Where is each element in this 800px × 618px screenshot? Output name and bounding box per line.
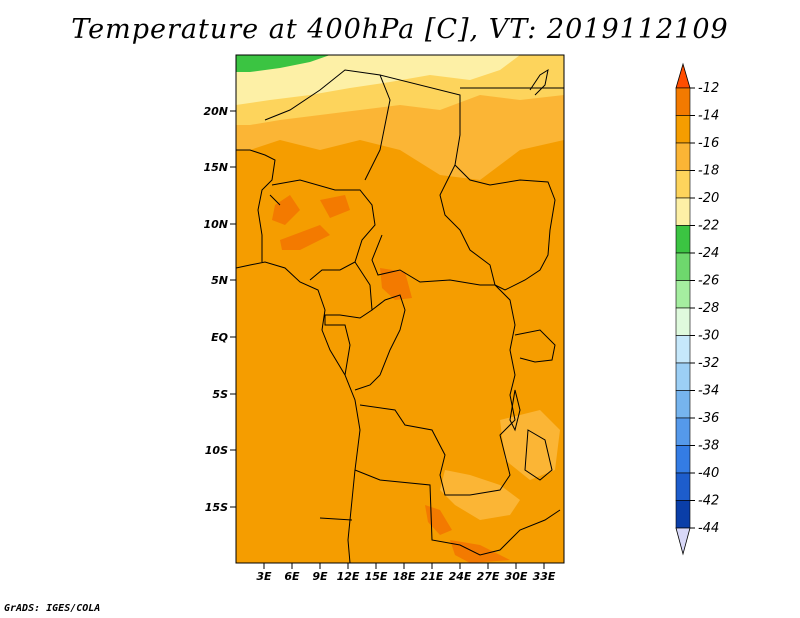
lat-label-5s: 5S bbox=[212, 388, 228, 401]
colorbar-segment bbox=[675, 390, 691, 419]
lake-victoria bbox=[514, 329, 556, 363]
colorbar-segment bbox=[675, 87, 691, 116]
border-south-sudan bbox=[454, 164, 556, 291]
lon-label-30e: 30E bbox=[505, 570, 528, 583]
border-west-africa bbox=[236, 149, 276, 262]
lon-label-18e: 18E bbox=[393, 570, 416, 583]
colorbar-label: -36 bbox=[698, 411, 719, 426]
colorbar-segment bbox=[675, 445, 691, 474]
coastline-west bbox=[236, 261, 361, 563]
lat-label-5n: 5N bbox=[211, 274, 228, 287]
border-chad-car bbox=[371, 74, 496, 286]
colorbar-label: -42 bbox=[698, 494, 719, 509]
lat-label-15s: 15S bbox=[205, 501, 228, 514]
colorbar-label: -40 bbox=[698, 466, 719, 481]
warm-spot-3 bbox=[320, 195, 350, 218]
colorbar-label: -12 bbox=[698, 81, 719, 96]
lon-label-6e: 6E bbox=[284, 570, 300, 583]
lon-label-24e: 24E bbox=[449, 570, 472, 583]
colorbar-segment bbox=[675, 417, 691, 446]
colorbar-label: -24 bbox=[698, 246, 719, 261]
warm-spot-6 bbox=[450, 540, 510, 563]
field-band-24 bbox=[236, 55, 330, 72]
field-band-22 bbox=[236, 55, 520, 105]
colorbar-label: -28 bbox=[698, 301, 719, 316]
colorbar-label: -14 bbox=[698, 109, 719, 124]
field-patch-south bbox=[440, 470, 520, 520]
lon-label-9e: 9E bbox=[312, 570, 328, 583]
border-cameroon-gabon bbox=[324, 261, 373, 376]
colorbar-segment bbox=[675, 280, 691, 309]
red-sea-coast bbox=[529, 68, 549, 96]
lon-label-3e: 3E bbox=[256, 570, 272, 583]
border-drc bbox=[359, 284, 516, 496]
colorbar-label: -44 bbox=[698, 521, 719, 536]
colorbar-top-arrow bbox=[675, 62, 691, 89]
lat-label-20n: 20N bbox=[203, 105, 228, 118]
colorbar-segment bbox=[675, 472, 691, 501]
colorbar-segment bbox=[675, 335, 691, 364]
colorbar-segment bbox=[675, 197, 691, 226]
field-patch-east bbox=[500, 410, 560, 480]
chart-title: Temperature at 400hPa [C], VT: 201911210… bbox=[71, 14, 729, 45]
colorbar-label: -26 bbox=[698, 274, 719, 289]
border-nigeria bbox=[271, 179, 376, 281]
lake-tanganyika bbox=[509, 389, 521, 432]
colorbar-label: -34 bbox=[698, 384, 719, 399]
temperature-field bbox=[236, 55, 564, 563]
lat-label-10s: 10S bbox=[205, 444, 228, 457]
lon-label-12e: 12E bbox=[337, 570, 360, 583]
colorbar-segment bbox=[675, 142, 691, 171]
map-frame bbox=[235, 54, 565, 564]
lon-axis: 3E 6E 9E 12E 15E 18E 21E 24E 27E 30E 33E bbox=[256, 563, 556, 583]
colorbar-segment bbox=[675, 500, 691, 529]
colorbar-label: -30 bbox=[698, 329, 719, 344]
lon-label-33e: 33E bbox=[533, 570, 556, 583]
colorbar-segment bbox=[675, 362, 691, 391]
border-congo bbox=[354, 294, 406, 391]
warm-spot-4 bbox=[380, 268, 412, 300]
borders bbox=[236, 68, 564, 563]
lat-label-10n: 10N bbox=[203, 218, 228, 231]
colorbar-label: -32 bbox=[698, 356, 719, 371]
lon-label-15e: 15E bbox=[365, 570, 388, 583]
warm-spot-2 bbox=[280, 225, 330, 250]
lon-label-21e: 21E bbox=[421, 570, 444, 583]
colorbar-segment bbox=[675, 225, 691, 254]
colorbar-segment bbox=[675, 115, 691, 144]
lake-malawi bbox=[524, 429, 553, 481]
border-detail-1 bbox=[269, 194, 281, 206]
colorbar-label: -22 bbox=[698, 219, 719, 234]
lat-label-15n: 15N bbox=[203, 161, 228, 174]
border-detail-2 bbox=[319, 517, 353, 521]
colorbar-segment bbox=[675, 170, 691, 199]
warm-spot-1 bbox=[272, 195, 300, 225]
colorbar-bottom-arrow bbox=[675, 527, 691, 556]
lat-label-eq: EQ bbox=[211, 331, 228, 344]
border-angola-zambia bbox=[354, 469, 561, 556]
colorbar: -12 -14 -16 -18 -20 -22 -24 -26 -28 -30 -32 -34 -36 -… bbox=[675, 62, 719, 556]
warm-spot-5 bbox=[425, 505, 452, 535]
colorbar-label: -18 bbox=[698, 164, 719, 179]
colorbar-label: -16 bbox=[698, 136, 719, 151]
lon-label-27e: 27E bbox=[477, 570, 500, 583]
colorbar-label: -38 bbox=[698, 439, 719, 454]
lat-axis: 20N 15N 10N 5N EQ 5S 10S 15S bbox=[203, 105, 236, 514]
colorbar-segment bbox=[675, 307, 691, 336]
grads-credit: GrADS: IGES/COLA bbox=[4, 603, 101, 614]
border-niger bbox=[264, 69, 391, 181]
colorbar-label: -20 bbox=[698, 191, 719, 206]
colorbar-segment bbox=[675, 252, 691, 281]
